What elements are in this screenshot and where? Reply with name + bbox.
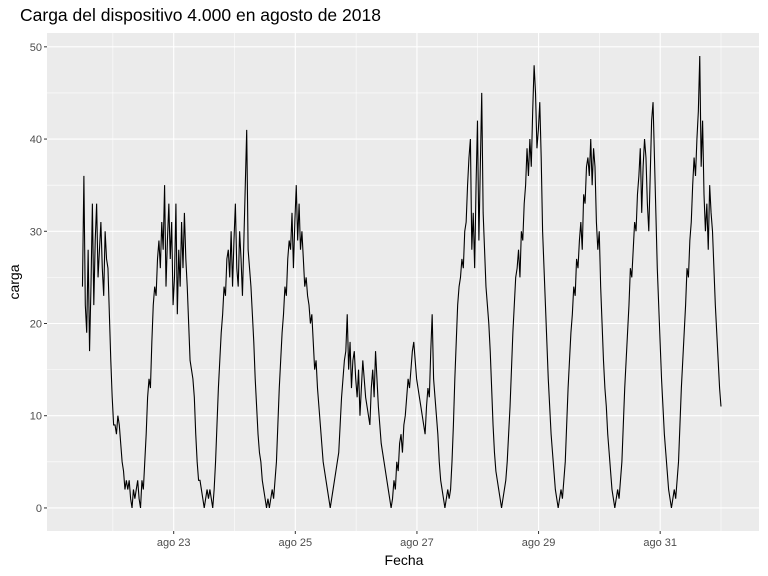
y-tick-label: 30 <box>30 226 42 238</box>
y-tick-label: 0 <box>36 503 42 515</box>
axis-ticks: 0 10 20 30 40 50 ago 23 ago 25 ago 27 ago 29 ago 3… <box>30 42 677 549</box>
x-tick-label: ago 25 <box>278 537 312 549</box>
y-tick-label: 50 <box>30 42 42 54</box>
y-tick-label: 20 <box>30 319 42 331</box>
x-tick-label: ago 27 <box>400 537 434 549</box>
y-tick-label: 10 <box>30 411 42 423</box>
x-tick-label: ago 29 <box>522 537 556 549</box>
x-tick-label: ago 31 <box>643 537 677 549</box>
x-tick-label: ago 23 <box>157 537 191 549</box>
y-tick-label: 40 <box>30 134 42 146</box>
y-axis-title: carga <box>6 264 22 299</box>
chart-title: Carga del dispositivo 4.000 en agosto de… <box>20 5 381 25</box>
series-line <box>81 56 722 509</box>
x-axis-title: Fecha <box>385 552 424 568</box>
